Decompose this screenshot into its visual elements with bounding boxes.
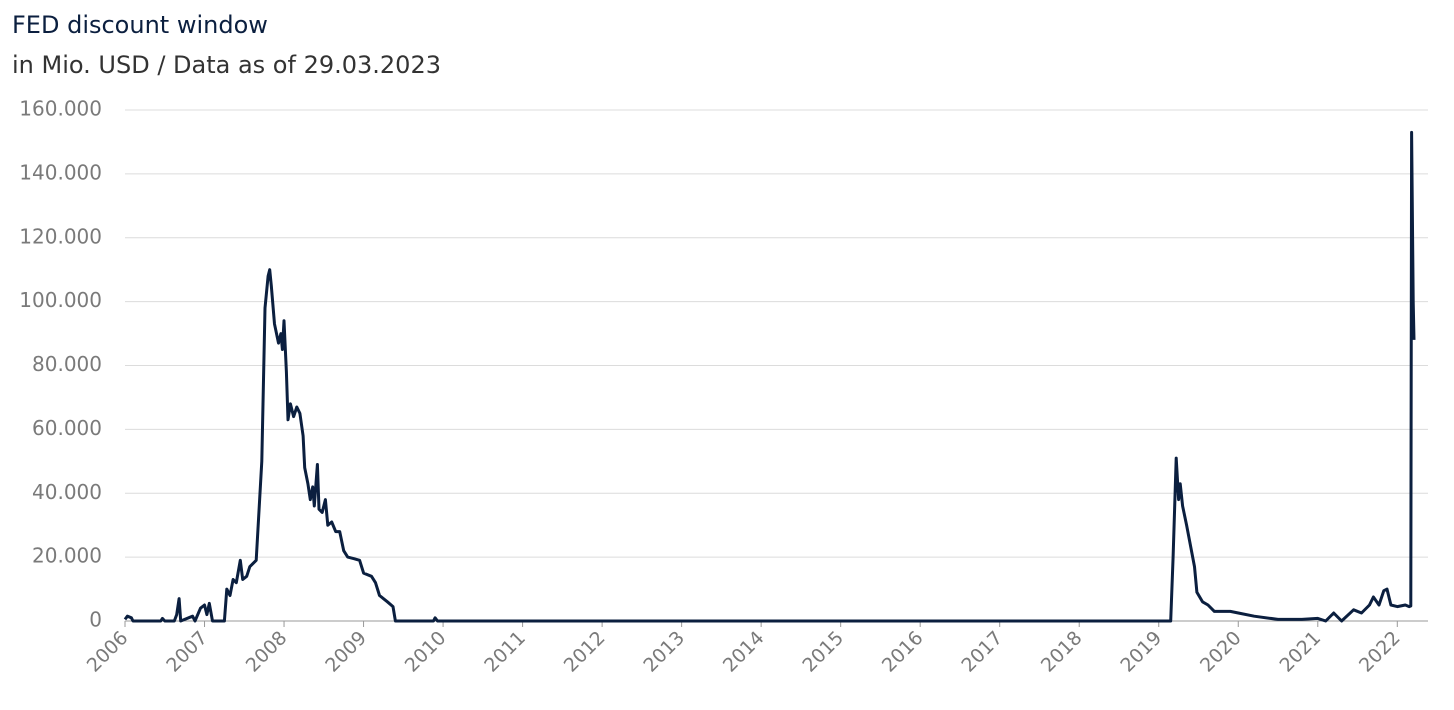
data-line [123, 130, 1416, 623]
y-tick-label: 40.000 [32, 480, 102, 504]
y-tick-label: 60.000 [32, 416, 102, 440]
x-tick-label: 2020 [1196, 627, 1246, 677]
x-tick-label: 2009 [321, 627, 371, 677]
x-tick-label: 2006 [83, 627, 133, 677]
x-tick-label: 2014 [719, 627, 769, 677]
x-tick-label: 2017 [957, 627, 1007, 677]
x-tick-label: 2013 [639, 627, 689, 677]
y-tick-label: 160.000 [19, 97, 102, 121]
x-tick-label: 2019 [1116, 627, 1166, 677]
x-tick-label: 2012 [560, 627, 610, 677]
x-tick-label: 2010 [401, 627, 451, 677]
chart-title: FED discount window [12, 11, 268, 39]
x-tick-label: 2016 [878, 627, 928, 677]
y-tick-label: 0 [89, 608, 102, 632]
y-tick-label: 100.000 [19, 288, 102, 312]
x-tick-label: 2018 [1037, 627, 1087, 677]
y-tick-label: 80.000 [32, 352, 102, 376]
x-tick-label: 2021 [1275, 627, 1325, 677]
x-tick-label: 2015 [798, 627, 848, 677]
y-tick-label: 140.000 [19, 160, 102, 184]
x-tick-label: 2011 [480, 627, 530, 677]
x-tick-label: 2022 [1355, 627, 1405, 677]
x-tick-label: 2008 [242, 627, 292, 677]
x-tick-label: 2007 [162, 627, 212, 677]
y-tick-label: 120.000 [19, 224, 102, 248]
y-tick-label: 20.000 [32, 544, 102, 568]
chart-subtitle: in Mio. USD / Data as of 29.03.2023 [12, 51, 441, 79]
